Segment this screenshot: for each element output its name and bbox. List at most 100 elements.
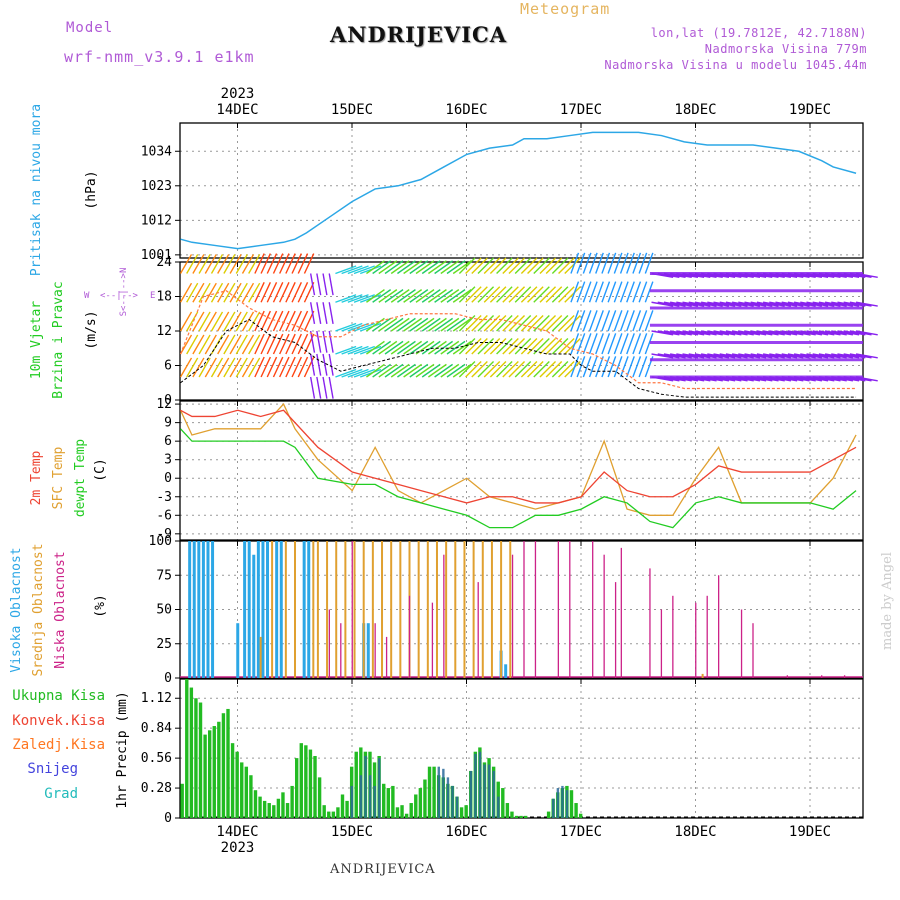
- wind-barb: [458, 257, 476, 274]
- wind-barb: [725, 301, 748, 307]
- total-precip-bar: [569, 790, 574, 818]
- wind-barb: [309, 302, 316, 325]
- wind-barb: [607, 333, 617, 355]
- wind-barb: [787, 353, 810, 359]
- wind-barb: [465, 286, 482, 303]
- wind-dir-arrow: <--|-->: [100, 291, 139, 301]
- wind-barb: [707, 330, 730, 336]
- total-precip-bar: [180, 783, 184, 818]
- wind-barb: [831, 330, 854, 336]
- y-tick-label: 1023: [141, 179, 172, 194]
- wind-barb: [440, 260, 460, 275]
- x-year-bottom: 2023: [221, 840, 255, 856]
- total-precip-bar: [198, 702, 203, 818]
- wind-speed-line: [180, 318, 857, 398]
- wind-barb: [235, 282, 248, 303]
- wind-barb: [508, 360, 526, 378]
- wind-barb: [260, 253, 272, 274]
- wind-barb: [619, 252, 629, 274]
- wind-barb: [725, 330, 748, 336]
- wind-barb: [570, 333, 580, 355]
- total-precip-bar: [281, 792, 285, 818]
- wind-barb: [613, 310, 623, 332]
- wind-barb: [223, 334, 236, 355]
- wind-barb: [582, 310, 592, 332]
- wind-barb: [806, 353, 829, 359]
- y-tick-label: 1.12: [141, 691, 172, 706]
- wind-barb: [682, 330, 705, 336]
- wind-barb: [756, 301, 779, 307]
- wind-barb: [669, 301, 692, 307]
- wind-barb: [266, 310, 278, 332]
- wind-barb: [254, 333, 265, 355]
- wind-barb: [434, 317, 454, 332]
- wind-barb: [483, 337, 501, 355]
- wind-barb: [322, 376, 328, 399]
- total-precip-bar: [253, 790, 258, 818]
- wind-barb: [514, 337, 532, 355]
- wind-barb: [254, 282, 265, 303]
- wind-barb: [688, 353, 711, 359]
- dewpt-label: dewpt Temp: [73, 439, 88, 517]
- wind-barb: [694, 353, 717, 359]
- wind-barb: [341, 345, 363, 355]
- wind-barb: [539, 360, 557, 378]
- wind-barb: [458, 286, 476, 303]
- wind-barb: [285, 356, 296, 378]
- snow-bar: [552, 798, 555, 818]
- wind-barb: [769, 330, 792, 336]
- wind-barb: [527, 314, 544, 332]
- wind-barb: [781, 301, 804, 307]
- mid-cloud-label: Srednja Oblacnost: [31, 543, 46, 676]
- wind-barb: [397, 289, 416, 303]
- wind-barb: [384, 363, 404, 378]
- wind-barb: [285, 310, 296, 332]
- wind-barb: [756, 330, 779, 336]
- wind-barb: [285, 282, 296, 303]
- wind-barb: [248, 254, 261, 274]
- wind-barb: [403, 260, 423, 275]
- snow-bar: [556, 788, 560, 818]
- total-precip-bar: [464, 805, 468, 818]
- wind-barb: [551, 337, 569, 355]
- y-tick-label: 1001: [141, 248, 172, 263]
- total-precip-bar: [262, 800, 267, 818]
- wind-barb: [235, 254, 248, 274]
- wind-barb: [545, 314, 563, 332]
- y-tick-label: 24: [156, 255, 172, 270]
- wind-barb: [601, 281, 611, 303]
- station-title: ANDRIJEVICA: [330, 22, 508, 47]
- wind-barb: [558, 314, 575, 332]
- wind-barb: [496, 286, 513, 303]
- wind-barb: [520, 314, 538, 332]
- wind-barb: [291, 282, 302, 303]
- wind-barb: [465, 337, 482, 355]
- wind-barb: [428, 260, 447, 275]
- wind-barb: [179, 254, 193, 274]
- wind-barb: [489, 314, 507, 332]
- snow-bar: [478, 751, 482, 818]
- wind-barb: [359, 345, 382, 355]
- total-precip-bar: [276, 798, 281, 818]
- wind-barb: [390, 260, 410, 275]
- snow-bar: [455, 796, 459, 818]
- total-precip-bar: [272, 805, 276, 818]
- wind-barb: [328, 376, 334, 399]
- y-tick-label: 75: [156, 568, 172, 583]
- wind-barb: [644, 252, 654, 274]
- wind-barb: [217, 334, 230, 355]
- wind-barb: [446, 317, 466, 332]
- wind-barb: [428, 363, 447, 378]
- x-date-top: 14DEC: [216, 102, 258, 118]
- wind-barb: [700, 330, 723, 336]
- wind-barb: [186, 357, 199, 378]
- wind-barb: [619, 356, 629, 378]
- wind-barb: [440, 340, 460, 355]
- wind-barb: [384, 340, 404, 355]
- wind-barb: [347, 294, 369, 303]
- y-tick-label: 6: [164, 434, 172, 449]
- wind-barb: [266, 253, 278, 274]
- wind-barb: [613, 356, 623, 378]
- total-precip-bar: [514, 815, 519, 818]
- panel-frame: [179, 122, 864, 259]
